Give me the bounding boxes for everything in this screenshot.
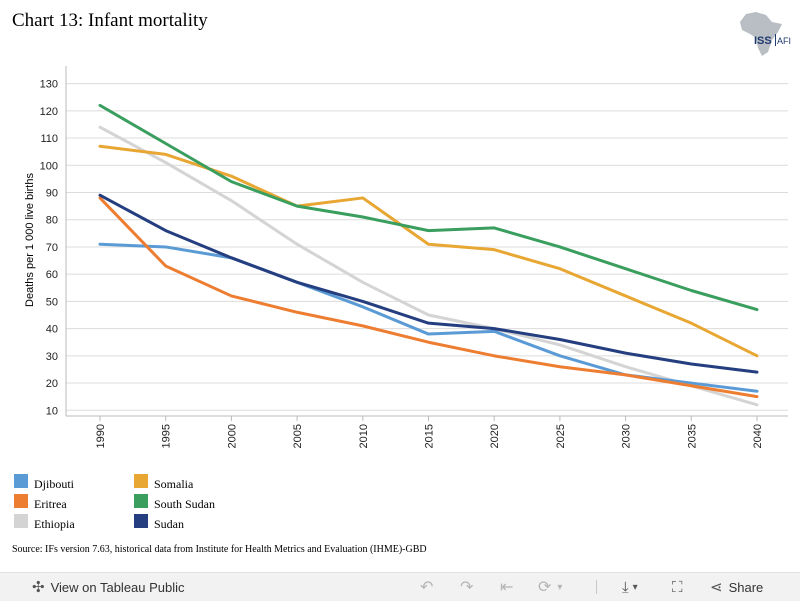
tableau-toolbar: ✣ View on Tableau Public ↶ ↷ ⇤ ⟳ ▾ ⤓ ▾ ⛶… xyxy=(0,572,800,601)
share-label: Share xyxy=(728,579,764,595)
view-on-tableau-label: View on Tableau Public xyxy=(50,579,185,595)
tableau-logo-icon: ✣ xyxy=(32,579,45,596)
revert-icon[interactable]: ⇤ xyxy=(500,579,514,596)
download-icon[interactable]: ⤓ ▾ xyxy=(622,578,638,596)
y-tick-label: 40 xyxy=(46,324,58,336)
y-tick-label: 100 xyxy=(40,160,58,172)
series-line-ethiopia xyxy=(98,125,759,407)
source-note: Source: IFs version 7.63, historical dat… xyxy=(12,544,427,555)
legend-label: Ethiopia xyxy=(34,516,75,531)
x-tick-label: 2035 xyxy=(686,424,698,448)
legend-swatch xyxy=(134,514,148,528)
y-tick-label: 130 xyxy=(40,79,58,91)
africa-map-icon xyxy=(740,12,782,56)
legend-swatch xyxy=(134,494,148,508)
fullscreen-icon[interactable]: ⛶ xyxy=(672,578,683,596)
iss-africa-logo: ISS AFI xyxy=(732,10,792,58)
logo-subtext: AFI xyxy=(777,36,791,46)
legend-item-south-sudan: South Sudan xyxy=(134,490,215,511)
x-tick-label: 2010 xyxy=(358,424,370,448)
x-tick-label: 2000 xyxy=(226,424,238,448)
view-on-tableau-link[interactable]: ✣ View on Tableau Public xyxy=(32,573,185,601)
series-line-eritrea xyxy=(98,196,759,399)
y-tick-label: 80 xyxy=(46,215,58,227)
legend-swatch xyxy=(14,494,28,508)
legend-item-ethiopia: Ethiopia xyxy=(14,510,75,531)
series-line-south-sudan xyxy=(98,103,759,312)
legend-item-sudan: Sudan xyxy=(134,510,184,531)
y-axis-label: Deaths per 1 000 live births xyxy=(24,173,36,307)
series-line-djibouti xyxy=(98,242,759,393)
y-tick-label: 30 xyxy=(46,351,58,363)
undo-icon[interactable]: ↶ xyxy=(420,579,434,596)
legend-label: Somalia xyxy=(154,476,194,491)
x-tick-label: 2025 xyxy=(555,424,567,448)
x-tick-label: 2030 xyxy=(621,424,633,448)
chart-title: Chart 13: Infant mortality xyxy=(12,10,208,31)
y-tick-label: 60 xyxy=(46,269,58,281)
x-tick-label: 1995 xyxy=(161,424,173,448)
x-tick-label: 2015 xyxy=(424,424,436,448)
legend-swatch xyxy=(134,474,148,488)
x-tick-label: 2040 xyxy=(752,424,764,448)
y-tick-label: 110 xyxy=(40,133,58,145)
legend-label: Eritrea xyxy=(34,496,67,511)
redo-icon[interactable]: ↷ xyxy=(460,579,474,596)
y-tick-label: 120 xyxy=(40,106,58,118)
gridlines xyxy=(66,83,788,411)
y-tick-label: 90 xyxy=(46,188,58,200)
share-button[interactable]: ⋖ Share xyxy=(710,573,763,601)
y-tick-label: 50 xyxy=(46,296,58,308)
x-tick-label: 2020 xyxy=(489,424,501,448)
y-tick-label: 20 xyxy=(46,378,58,390)
y-tick-label: 70 xyxy=(46,242,58,254)
share-icon: ⋖ xyxy=(710,579,723,596)
logo-text: ISS xyxy=(754,35,772,47)
x-tick-label: 1990 xyxy=(95,424,107,448)
legend-label: Sudan xyxy=(154,516,184,531)
series-line-sudan xyxy=(98,193,759,374)
legend-item-somalia: Somalia xyxy=(134,470,193,491)
legend-swatch xyxy=(14,474,28,488)
legend: Djibouti Eritrea Ethiopia Somalia South Suda… xyxy=(14,470,314,531)
legend-label: Djibouti xyxy=(34,476,75,491)
legend-item-eritrea: Eritrea xyxy=(14,490,67,511)
legend-label: South Sudan xyxy=(154,496,216,511)
y-tick-label: 10 xyxy=(46,405,58,417)
legend-swatch xyxy=(14,514,28,528)
refresh-icon[interactable]: ⟳ ▾ xyxy=(538,579,563,596)
x-tick-label: 2005 xyxy=(292,424,304,448)
series-lines xyxy=(98,103,759,407)
legend-item-djibouti: Djibouti xyxy=(14,470,74,491)
